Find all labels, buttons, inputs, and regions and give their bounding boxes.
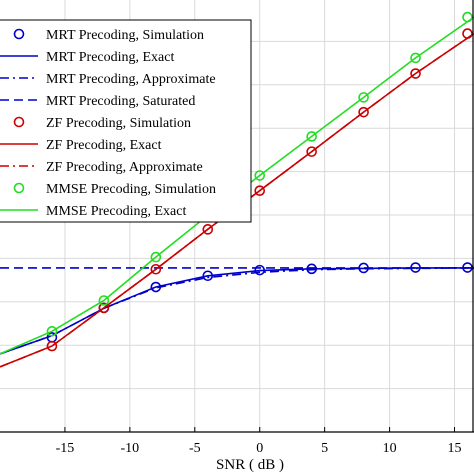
series-4-point-7 bbox=[410, 68, 421, 79]
legend-label-1: MRT Precoding, Exact bbox=[46, 50, 174, 65]
x-tick-label-2: -5 bbox=[189, 441, 201, 456]
series-4-point-3 bbox=[202, 224, 214, 235]
legend-label-2: MRT Precoding, Approximate bbox=[46, 72, 216, 87]
x-tick-label-4: 5 bbox=[321, 441, 328, 456]
legend-label-0: MRT Precoding, Simulation bbox=[46, 28, 204, 43]
series-4-markers bbox=[46, 28, 473, 352]
series-2-line bbox=[0, 267, 474, 355]
series-6-line bbox=[0, 32, 474, 368]
x-tick-label-5: 10 bbox=[383, 441, 397, 456]
x-tick-label-0: -15 bbox=[56, 441, 75, 456]
legend: MRT Precoding, Simulation MRT Precoding, … bbox=[0, 19, 252, 223]
x-tick-label-1: -10 bbox=[121, 441, 140, 456]
series-7-point-4 bbox=[254, 170, 266, 181]
legend-label-5: ZF Precoding, Exact bbox=[46, 138, 162, 153]
legend-label-7: MMSE Precoding, Simulation bbox=[46, 182, 216, 197]
legend-symbol-0 bbox=[13, 28, 25, 40]
x-tick-label-6: 15 bbox=[448, 441, 462, 456]
series-7-point-0 bbox=[46, 326, 58, 337]
legend-box bbox=[0, 19, 252, 223]
series-4-point-1 bbox=[98, 302, 110, 314]
x-tick-labels: -15 -10 -5 0 5 10 15 bbox=[56, 441, 462, 456]
series-7-point-2 bbox=[150, 251, 162, 263]
series-7-point-7 bbox=[410, 52, 421, 64]
legend-label-3: MRT Precoding, Saturated bbox=[46, 94, 195, 109]
series-4-point-2 bbox=[150, 263, 162, 275]
series-4-point-5 bbox=[306, 146, 317, 157]
x-tick-label-3: 0 bbox=[256, 441, 263, 456]
series-7-point-5 bbox=[306, 131, 317, 142]
legend-label-6: ZF Precoding, Approximate bbox=[46, 160, 203, 175]
axes-frame bbox=[0, 0, 474, 433]
legend-label-8: MMSE Precoding, Exact bbox=[46, 204, 186, 219]
legend-label-4: ZF Precoding, Simulation bbox=[46, 116, 191, 131]
legend-symbol-7 bbox=[13, 182, 25, 194]
x-axis-title: SNR ( dB ) bbox=[216, 457, 284, 473]
series-4-point-4 bbox=[254, 185, 266, 196]
series-7-point-6 bbox=[358, 92, 369, 103]
series-1-line bbox=[0, 267, 474, 355]
series-4-point-0 bbox=[46, 340, 58, 352]
series-7-point-1 bbox=[98, 295, 110, 306]
legend-symbol-4 bbox=[13, 116, 25, 128]
series-4-point-6 bbox=[358, 106, 369, 118]
